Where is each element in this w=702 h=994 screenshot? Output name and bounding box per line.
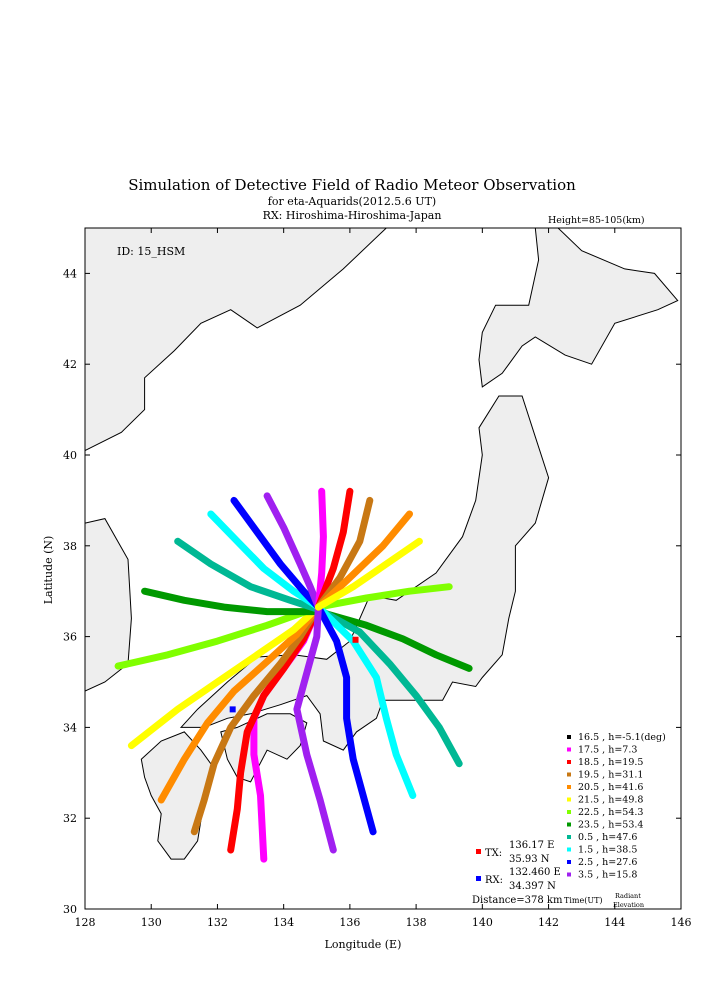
legend: 16.5 , h=-5.1(deg) 17.5 , h=7.318.5 , h=1… xyxy=(567,732,666,881)
meteor-track-5 xyxy=(127,603,322,750)
legend-swatch xyxy=(567,810,571,814)
meteor-tracks xyxy=(114,487,473,863)
legend-time-label: Time(UT) xyxy=(564,896,603,905)
height-note: Height=85-105(km) xyxy=(548,215,645,226)
legend-entry: 20.5 , h=41.6 xyxy=(578,782,643,793)
x-tick-label: 146 xyxy=(671,916,692,929)
y-tick-label: 32 xyxy=(63,812,77,825)
meteor-track-10 xyxy=(230,496,377,836)
x-tick-label: 132 xyxy=(207,916,228,929)
meteor-track-11 xyxy=(263,492,337,854)
tx-legend-marker xyxy=(476,849,481,854)
chart-title: Simulation of Detective Field of Radio M… xyxy=(128,176,576,194)
land-hokkaido xyxy=(478,228,679,388)
id-label: ID: 15_HSM xyxy=(117,245,185,258)
legend-swatch xyxy=(567,772,571,777)
legend-swatch xyxy=(567,747,571,752)
rx-lat-text: 34.397 N xyxy=(509,881,556,892)
meteor-track-6 xyxy=(114,583,453,670)
legend-swatch xyxy=(567,785,571,789)
x-tick-label: 144 xyxy=(604,916,625,929)
legend-entry: 18.5 , h=19.5 xyxy=(578,757,643,768)
x-tick-label: 140 xyxy=(472,916,493,929)
y-axis-label: Latitude (N) xyxy=(42,536,55,605)
rx-label: RX: xyxy=(485,875,503,886)
rx-legend-marker xyxy=(476,876,481,881)
legend-entry: 1.5 , h=38.5 xyxy=(578,845,637,856)
tx-station-marker xyxy=(352,636,359,643)
plot-frame xyxy=(84,227,682,910)
legend-entry: 16.5 , h=-5.1(deg) xyxy=(578,732,666,743)
rx-station-marker xyxy=(229,706,236,713)
tx-label: TX: xyxy=(485,848,502,859)
tx-lat-text: 35.93 N xyxy=(509,854,550,865)
legend-entry: 22.5 , h=54.3 xyxy=(578,807,643,818)
meteor-track-3 xyxy=(190,603,322,836)
meteor-track-13 xyxy=(314,487,354,611)
land-mainland-asia xyxy=(85,228,388,452)
legend-swatch xyxy=(567,760,571,764)
meteor-track-15 xyxy=(314,510,413,611)
land-korea xyxy=(85,518,132,692)
tx-lon-text: 136.17 E xyxy=(509,840,554,851)
y-tick-label: 44 xyxy=(63,267,77,280)
x-tick-label: 134 xyxy=(273,916,294,929)
legend-swatch xyxy=(567,860,571,864)
station-info: TX: 136.17 E 35.93 N RX: 132.460 E 34.39… xyxy=(472,840,644,909)
legend-swatch xyxy=(567,797,571,802)
legend-entry: 2.5 , h=27.6 xyxy=(578,857,637,868)
y-tick-label: 34 xyxy=(63,721,77,734)
meteor-track-8 xyxy=(174,537,463,768)
legend-swatch xyxy=(567,735,571,739)
legend-swatch xyxy=(567,872,571,877)
chart-subtitle-event: for eta-Aquarids(2012.5.6 UT) xyxy=(268,195,436,208)
x-tick-label: 130 xyxy=(141,916,162,929)
y-tick-label: 42 xyxy=(63,358,77,371)
rx-lon-text: 132.460 E xyxy=(509,867,561,878)
legend-entry: 0.5 , h=47.6 xyxy=(578,832,637,843)
meteor-track-16 xyxy=(314,537,423,611)
meteor-track-2 xyxy=(227,603,322,854)
legend-entry: 3.5 , h=15.8 xyxy=(578,870,637,881)
stations-layer xyxy=(229,636,359,713)
x-axis-label: Longitude (E) xyxy=(325,938,402,951)
y-tick-label: 40 xyxy=(63,449,77,462)
meteor-track-4 xyxy=(157,603,322,804)
y-tick-label: 30 xyxy=(63,903,77,916)
x-tick-label: 136 xyxy=(339,916,360,929)
legend-radiant-label: Radiant xyxy=(615,892,641,900)
plot-area: 128 130 132 134 136 138 140 142 144 146 30 32 34 36 38… xyxy=(63,227,692,929)
legend-entry: 23.5 , h=53.4 xyxy=(578,820,643,831)
x-tick-label: 128 xyxy=(75,916,96,929)
y-tick-label: 36 xyxy=(63,631,77,644)
meteor-track-9 xyxy=(207,510,417,799)
y-tick-label: 38 xyxy=(63,540,77,553)
x-tick-label: 142 xyxy=(538,916,559,929)
legend-swatch xyxy=(567,835,571,839)
legend-swatch xyxy=(567,847,571,852)
distance-text: Distance=378 km xyxy=(472,895,563,906)
legend-swatch xyxy=(567,822,571,827)
legend-entry: 21.5 , h=49.8 xyxy=(578,795,643,806)
x-tick-label: 138 xyxy=(406,916,427,929)
axis-ticks: 128 130 132 134 136 138 140 142 144 146 30 32 34 36 38… xyxy=(63,228,692,929)
chart-subtitle-receiver: RX: Hiroshima-Hiroshima-Japan xyxy=(263,209,442,222)
meteor-track-12 xyxy=(314,487,327,611)
legend-entry: 17.5 , h=7.3 xyxy=(578,745,637,756)
legend-elevation-label: Elevation xyxy=(613,901,644,909)
legend-entry: 19.5 , h=31.1 xyxy=(578,770,643,781)
